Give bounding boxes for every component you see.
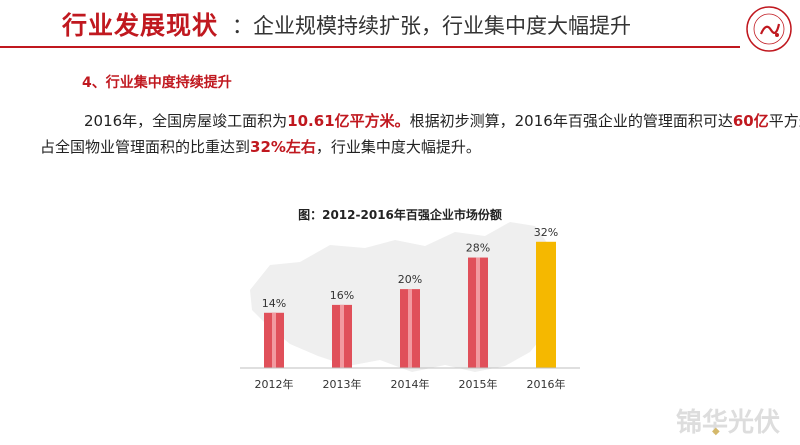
x-tick-label: 2012年 — [255, 377, 294, 391]
value-label: 16% — [330, 289, 354, 302]
text-segment: 2016年，全国房屋竣工面积为 — [84, 112, 288, 130]
value-label: 32% — [534, 226, 558, 239]
bar-highlight-stripe — [340, 304, 344, 368]
institute-logo-icon — [746, 6, 792, 52]
x-tick-labels-group: 2012年 2013年 2014年 2015年 2016年 — [255, 377, 566, 391]
highlight-managed-area: 60亿 — [732, 112, 769, 130]
bar-highlight-stripe — [476, 257, 480, 368]
x-tick-label: 2016年 — [527, 377, 566, 391]
value-label: 14% — [262, 297, 286, 310]
slide-subtitle: ：企业规模持续扩张，行业集中度大幅提升 — [232, 14, 631, 38]
text-segment: ，行业集中度大幅提升。 — [315, 138, 481, 156]
bars-group — [264, 241, 556, 368]
text-segment: 平方米， — [768, 112, 800, 130]
paragraph-line-1: 2016年，全国房屋竣工面积为10.61亿平方米。根据初步测算，2016年百强企… — [40, 108, 800, 134]
highlight-area: 10.61亿平方米。 — [287, 112, 410, 130]
title-divider — [0, 46, 740, 48]
section-heading: 4、行业集中度持续提升 — [82, 75, 232, 91]
chart-title: 图：2012-2016年百强企业市场份额 — [298, 208, 502, 222]
bar-2016年 — [536, 241, 556, 368]
bar-highlight-stripe — [272, 312, 276, 368]
x-tick-label: 2014年 — [391, 377, 430, 391]
highlight-share: 32%左右 — [250, 138, 316, 156]
watermark-logo: 锦华光伏 — [676, 408, 781, 438]
slide-title: 行业发展现状 — [62, 11, 219, 40]
body-paragraph: 2016年，全国房屋竣工面积为10.61亿平方米。根据初步测算，2016年百强企… — [40, 108, 800, 160]
title-bar: 行业发展现状 ：企业规模持续扩张，行业集中度大幅提升 — [0, 0, 800, 48]
x-tick-label: 2013年 — [323, 377, 362, 391]
text-segment: 占全国物业管理面积的比重达到 — [40, 138, 251, 156]
corner-dot-icon: ◆ — [712, 426, 720, 437]
value-labels-group: 14% 16% 20% 28% 32% — [262, 226, 558, 310]
value-label: 28% — [466, 242, 490, 255]
value-label: 20% — [398, 273, 422, 286]
bar-highlight-stripe — [408, 289, 412, 368]
x-tick-label: 2015年 — [459, 377, 498, 391]
paragraph-line-2: 占全国物业管理面积的比重达到32%左右，行业集中度大幅提升。 — [40, 134, 780, 160]
text-segment: 根据初步测算，2016年百强企业的管理面积可达 — [409, 112, 733, 130]
